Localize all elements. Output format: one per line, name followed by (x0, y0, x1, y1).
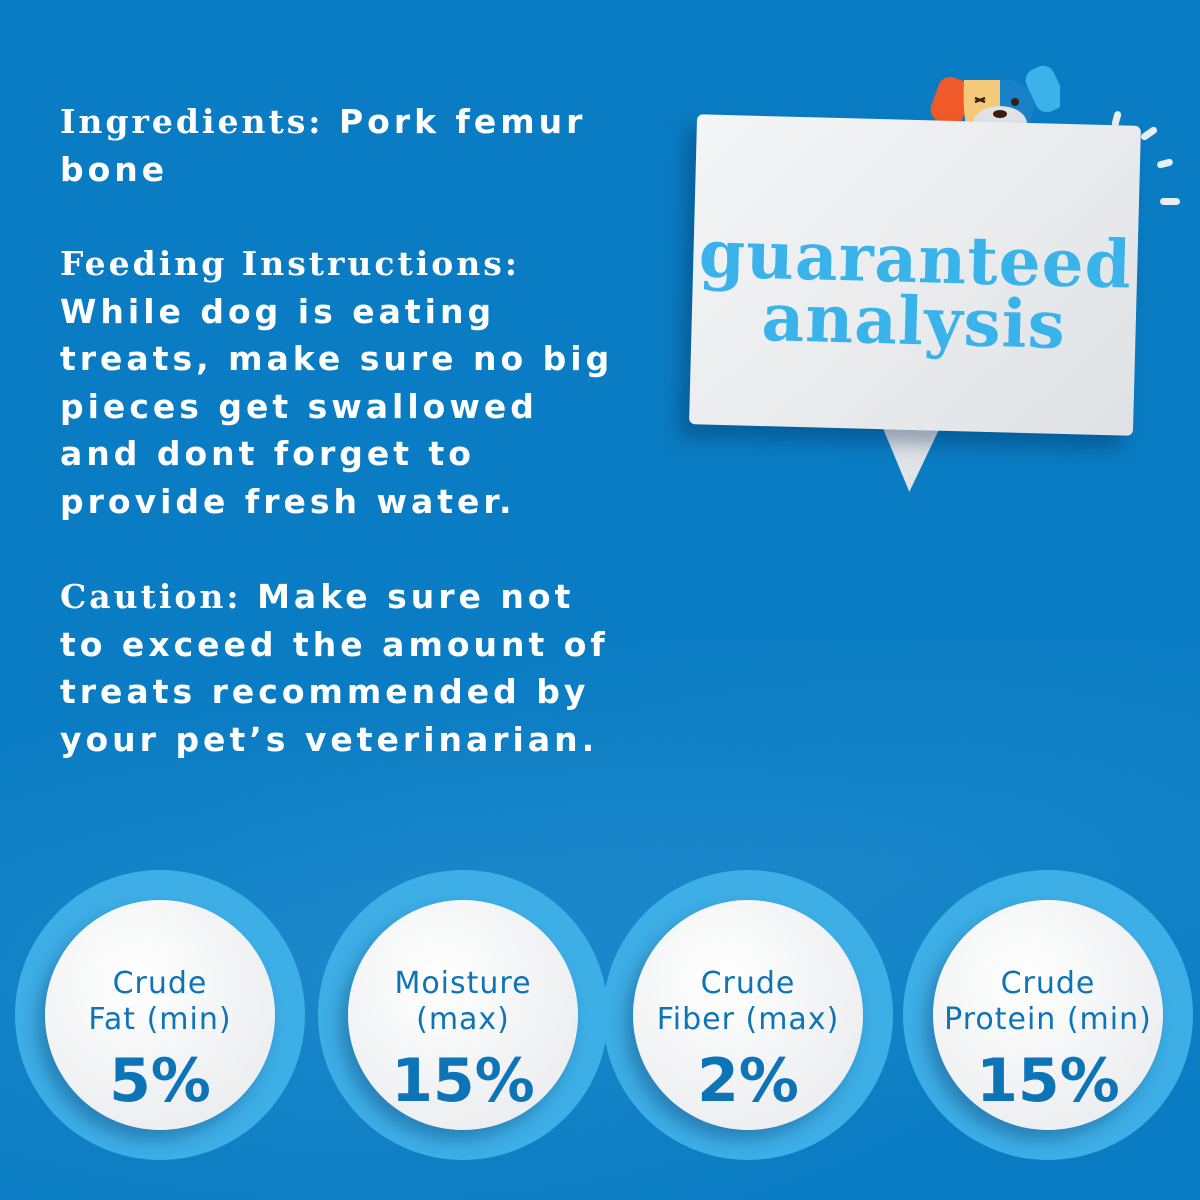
circle-disc: Moisture (max) 15% (348, 900, 578, 1130)
ingredients-text: bone (60, 149, 169, 189)
circle-disc: Crude Fat (min) 5% (45, 900, 275, 1130)
caution-line: your pet’s veterinarian. (60, 719, 599, 759)
analysis-label: Moisture (394, 966, 532, 1001)
speech-bubble: guaranteed analysis (689, 114, 1141, 493)
analysis-value: 5% (109, 1046, 211, 1116)
motion-line (1139, 125, 1159, 142)
analysis-label: Crude (112, 966, 208, 1001)
caution-label: Caution: (60, 577, 242, 616)
ingredients-text: Pork femur (323, 102, 587, 141)
motion-line (1156, 158, 1174, 169)
analysis-value: 15% (976, 1046, 1120, 1116)
feeding-line: and dont forget to (60, 434, 475, 473)
feeding-line: pieces get swallowed (60, 386, 538, 426)
analysis-circle-crude-fat: Crude Fat (min) 5% (15, 870, 305, 1160)
ingredients-section: Ingredients: Pork femur bone (60, 98, 586, 193)
analysis-label: Crude (700, 966, 796, 1001)
analysis-value: 2% (697, 1046, 799, 1116)
ingredients-label: Ingredients: (60, 102, 324, 141)
bubble-title-line2: analysis (760, 278, 1067, 364)
analysis-label: (max) (416, 1002, 510, 1037)
motion-line (1160, 198, 1180, 205)
circle-disc: Crude Protein (min) 15% (933, 900, 1163, 1130)
analysis-label: Fat (min) (88, 1002, 232, 1037)
analysis-circle-moisture: Moisture (max) 15% (318, 870, 608, 1160)
caution-line: treats recommended by (60, 672, 590, 711)
analysis-circle-crude-fiber: Crude Fiber (max) 2% (603, 870, 893, 1160)
analysis-circle-crude-protein: Crude Protein (min) 15% (903, 870, 1193, 1160)
circle-disc: Crude Fiber (max) 2% (633, 900, 863, 1130)
analysis-label: Protein (min) (944, 1002, 1152, 1037)
feeding-line: provide fresh water. (60, 481, 516, 521)
analysis-label: Fiber (max) (656, 1002, 840, 1037)
feeding-line: treats, make sure no big (60, 339, 614, 378)
analysis-value: 15% (391, 1046, 535, 1116)
feeding-section: Feeding Instructions: While dog is eatin… (60, 240, 613, 525)
caution-line: Make sure not (241, 577, 575, 616)
analysis-label: Crude (1000, 966, 1096, 1001)
feeding-label: Feeding Instructions: (60, 244, 521, 283)
caution-section: Caution: Make sure not to exceed the amo… (60, 573, 609, 763)
feeding-line: While dog is eating (60, 291, 496, 331)
caution-line: to exceed the amount of (60, 624, 609, 664)
